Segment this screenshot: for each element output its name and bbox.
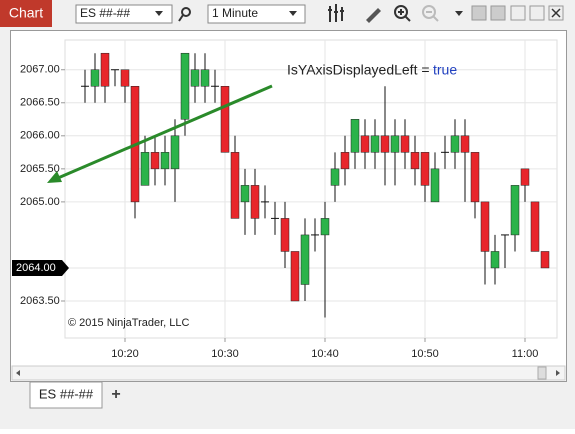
candle-body [460, 135, 470, 153]
candle-body [200, 69, 210, 87]
arrow-head [47, 171, 62, 183]
annotation: IsYAxisDisplayedLeft = [287, 62, 430, 78]
candle-body [480, 201, 490, 252]
instrument: ES ##-## [80, 6, 130, 20]
x-tick-label: 10:30 [211, 348, 239, 360]
candle-body [211, 85, 219, 87]
candle-body [340, 152, 350, 170]
candle-body [430, 168, 440, 203]
candle-body [190, 69, 200, 87]
x-tick-label: 11:00 [512, 348, 539, 360]
window-title: Chart [9, 5, 43, 21]
y-tick-label: 2066.00 [20, 130, 60, 142]
candle-body [410, 152, 420, 170]
candle-body [470, 152, 480, 203]
x-tick-label: 10:50 [411, 348, 439, 360]
price-marker-label: 2064.00 [16, 262, 56, 274]
interval-selector[interactable] [207, 4, 306, 24]
zoom-out-minus [426, 11, 439, 22]
y-tick-label: 2066.50 [20, 97, 60, 109]
candle-body [150, 152, 160, 170]
chart-layer: 2063.502064.502065.002065.502066.002066.… [12, 40, 557, 360]
candle-body [520, 168, 530, 186]
y-tick-label: 2065.00 [20, 196, 60, 208]
tab[interactable] [29, 381, 103, 409]
arrow [57, 84, 273, 180]
candle-body [441, 151, 449, 153]
candle-body [271, 217, 279, 219]
zoom-out-icon[interactable] [422, 5, 436, 19]
x-tick-label: 10:20 [111, 348, 139, 360]
candle-body [120, 69, 130, 87]
candle-body [370, 135, 380, 153]
candle-body [111, 69, 119, 71]
candle-body [220, 86, 230, 153]
zoom-in-plus [398, 9, 411, 22]
candle-body [350, 119, 360, 153]
x-tick-label: 10:40 [311, 348, 339, 360]
candle-body [380, 135, 390, 153]
candle-body [261, 201, 269, 203]
y-tick-label: 2065.50 [20, 163, 60, 175]
y-tick-label: 2067.00 [20, 64, 60, 76]
close-x [551, 8, 561, 18]
title-tab[interactable] [0, 0, 52, 27]
candle-body [90, 69, 100, 87]
search-icon-handle [178, 14, 184, 22]
menu-arrow[interactable] [455, 11, 463, 16]
candle-body [290, 251, 300, 302]
tab-label: ES ##-## [39, 386, 94, 401]
add-tab[interactable]: + [111, 386, 120, 403]
candle-body [360, 135, 370, 153]
candle-body [81, 85, 89, 87]
scroll-thumb[interactable] [537, 366, 547, 380]
candle-body [280, 218, 290, 252]
dropdown-arrow [155, 11, 163, 16]
window-button[interactable] [490, 5, 506, 21]
candle-body [230, 152, 240, 219]
candle-body [510, 185, 520, 236]
minimize-button[interactable] [510, 5, 526, 21]
candle-body [501, 234, 509, 236]
interval: 1 Minute [212, 6, 258, 20]
search-icon[interactable] [181, 7, 191, 17]
candle-body [180, 52, 190, 120]
annotation-value: true [433, 62, 457, 78]
candle-body [420, 152, 430, 186]
candle-body [330, 168, 340, 186]
candle-body [250, 185, 260, 219]
copyright: © 2015 NinjaTrader, LLC [68, 317, 189, 329]
candle-body [540, 251, 550, 269]
candle-body [160, 152, 170, 170]
candle-body [311, 234, 319, 236]
zoom-in-icon[interactable] [394, 5, 408, 19]
dropdown-arrow [289, 11, 297, 16]
candle-body [450, 135, 460, 153]
price-marker [12, 259, 69, 276]
candle-body [320, 218, 330, 236]
bars-icon[interactable] [328, 4, 344, 22]
candle-body [400, 135, 410, 153]
candle-body [240, 185, 250, 203]
candle-body [170, 135, 180, 170]
instrument-selector[interactable] [75, 4, 173, 24]
candle-body [530, 201, 540, 252]
draw-icon[interactable] [366, 8, 381, 23]
candle-body [490, 251, 500, 269]
candle-body [300, 234, 310, 285]
scrollbar[interactable] [11, 365, 566, 381]
candle-body [140, 152, 150, 186]
candle-body [390, 135, 400, 153]
window-button[interactable] [471, 5, 487, 21]
candle-body [100, 52, 110, 87]
y-tick-label: 2063.50 [20, 295, 60, 307]
maximize-button[interactable] [529, 5, 545, 21]
